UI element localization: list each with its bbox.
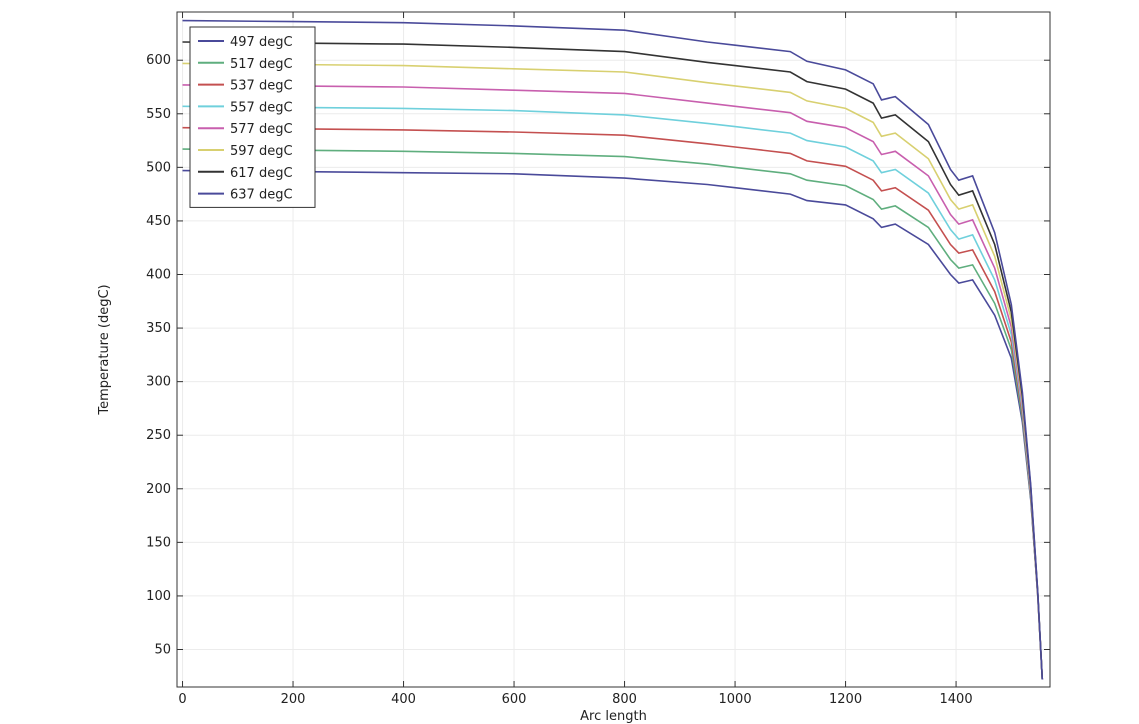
legend-label: 597 degC [230, 144, 293, 159]
legend-label: 497 degC [230, 35, 293, 50]
x-tick-label: 600 [502, 692, 527, 707]
legend-label: 517 degC [230, 57, 293, 72]
series-line-3 [182, 126, 1044, 680]
legend-label: 577 degC [230, 122, 293, 137]
y-tick-label: 100 [146, 589, 171, 604]
y-tick-label: 250 [146, 428, 171, 443]
series-lines [182, 19, 1044, 680]
x-tick-labels: 0 200 400 600 800 1000 1200 1400 [178, 692, 972, 707]
legend-label: 557 degC [230, 100, 293, 115]
x-tick-label: 200 [281, 692, 306, 707]
legend-label: 617 degC [230, 166, 293, 181]
x-tick-label: 1200 [829, 692, 862, 707]
x-tick-label: 400 [391, 692, 416, 707]
legend-label: 537 degC [230, 79, 293, 94]
y-axis-label: Temperature (degC) [97, 284, 112, 415]
plot-frame [176, 11, 1051, 688]
series-line-5 [182, 84, 1044, 680]
legend: 497 degC 517 degC 537 degC 557 degC 577 degC… [189, 26, 316, 208]
x-tick-label: 1000 [719, 692, 752, 707]
y-tick-labels: 50 100 150 200 250 300 350 400 450 500 550 600 [146, 53, 171, 657]
y-tick-label: 200 [146, 482, 171, 497]
y-tick-label: 450 [146, 214, 171, 229]
x-tick-label: 0 [178, 692, 186, 707]
x-tick-label: 800 [612, 692, 637, 707]
y-tick-label: 350 [146, 321, 171, 336]
series-line-6 [182, 62, 1044, 680]
grid [177, 12, 1050, 687]
series-line-7 [182, 41, 1044, 680]
y-tick-label: 50 [154, 643, 171, 658]
x-axis-label: Arc length [580, 709, 647, 724]
series-line-4 [182, 105, 1044, 680]
series-line-8 [182, 19, 1044, 680]
series-line-2 [182, 148, 1044, 680]
series-line-1 [182, 169, 1044, 680]
y-tick-label: 550 [146, 107, 171, 122]
y-tick-label: 600 [146, 53, 171, 68]
axis-ticks [177, 12, 1050, 687]
y-tick-label: 300 [146, 375, 171, 390]
legend-box [189, 26, 316, 208]
y-tick-label: 400 [146, 268, 171, 283]
legend-entries: 497 degC 517 degC 537 degC 557 degC 577 degC… [198, 35, 293, 203]
y-tick-label: 150 [146, 535, 171, 550]
x-tick-label: 1400 [940, 692, 973, 707]
legend-label: 637 degC [230, 188, 293, 203]
y-tick-label: 500 [146, 160, 171, 175]
